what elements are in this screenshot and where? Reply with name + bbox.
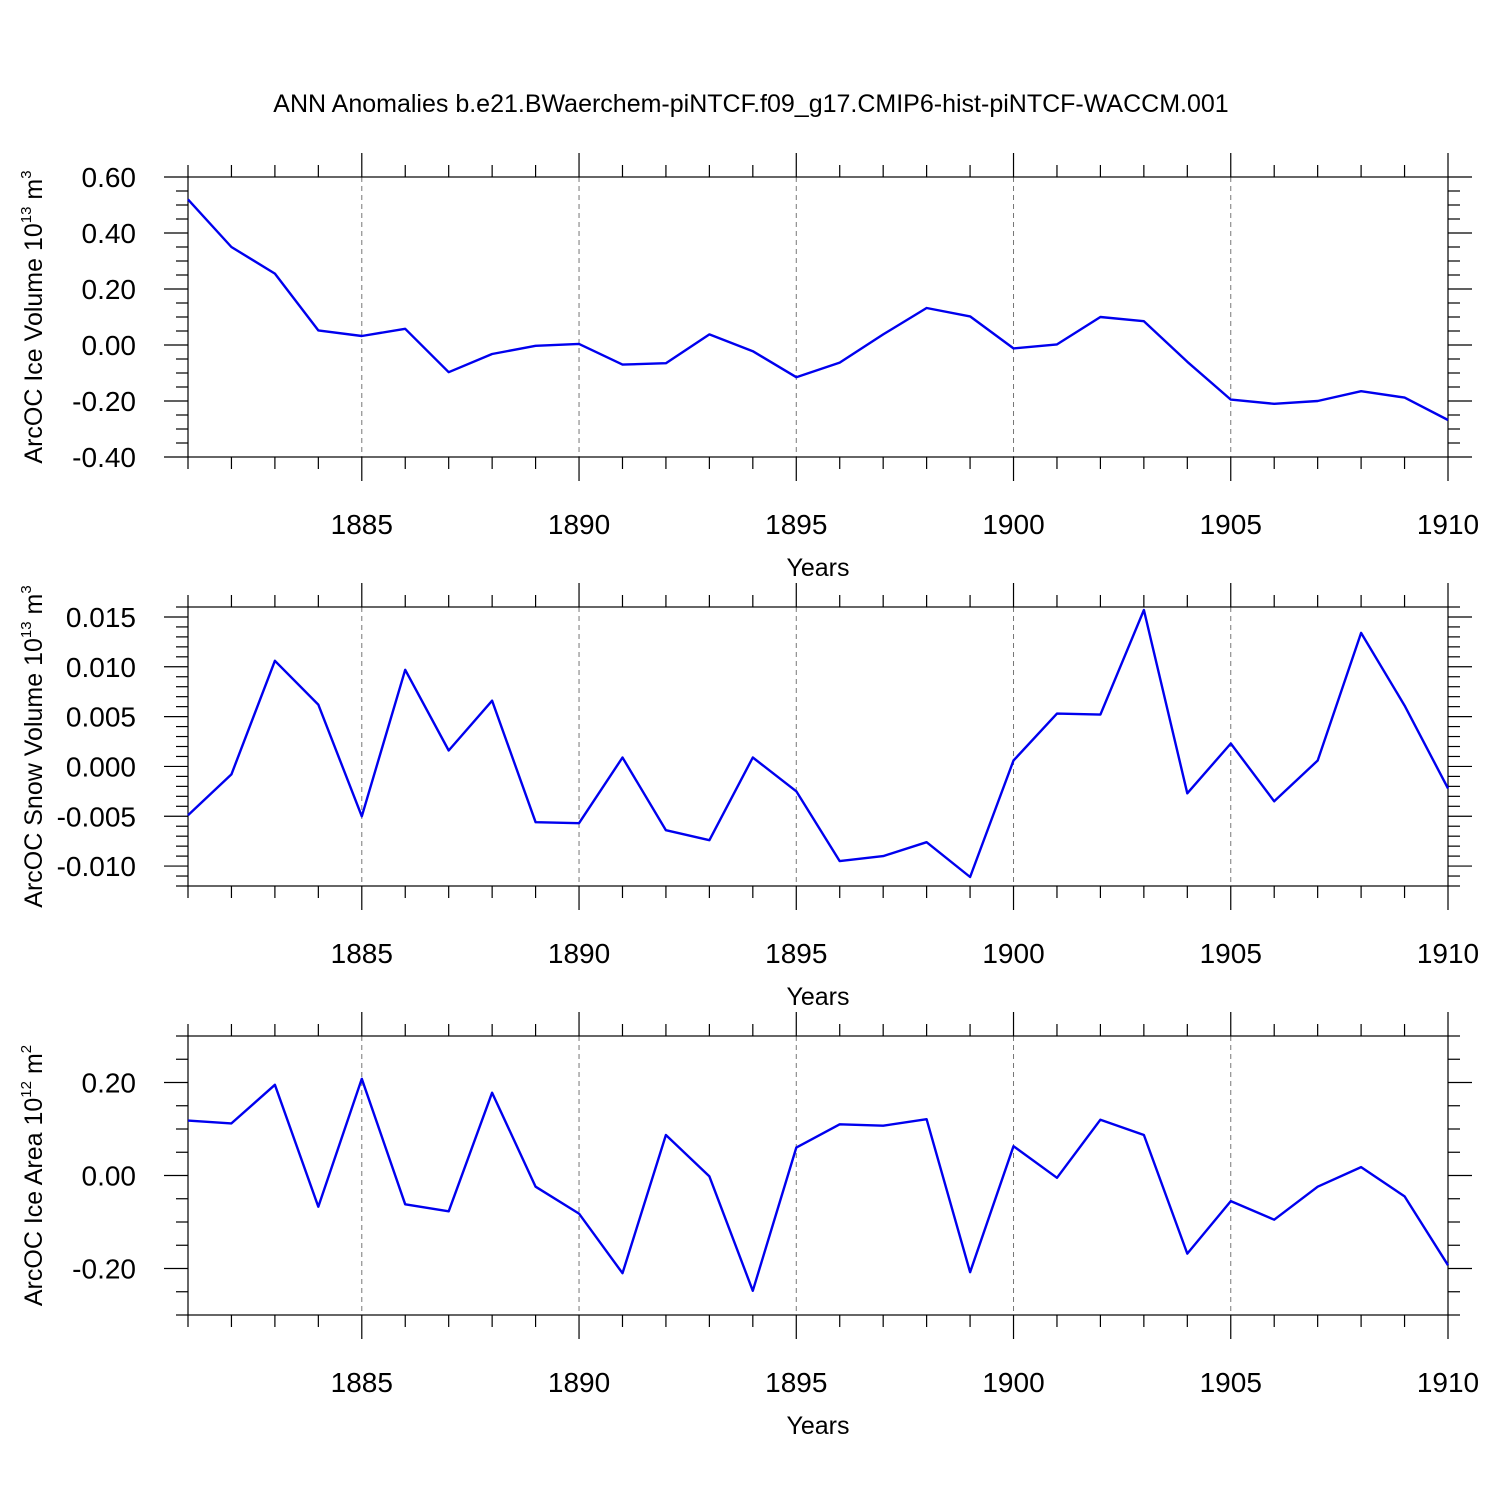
x-tick-label: 1885 (331, 509, 393, 540)
x-tick-label: 1900 (982, 509, 1044, 540)
x-axis-title: Years (786, 1412, 849, 1440)
y-axis-title: ArcOC Snow Volume 1013 m3 (18, 585, 48, 907)
y-tick-label: 0.20 (82, 1068, 137, 1099)
x-tick-label: 1910 (1417, 938, 1479, 969)
y-axis-title-unit-exponent: 2 (18, 1045, 35, 1053)
y-axis-title-text: ArcOC Ice Area 10 (20, 1098, 48, 1306)
x-tick-label: 1895 (765, 1367, 827, 1398)
y-axis-title: ArcOC Ice Area 1012 m2 (18, 1045, 48, 1306)
figure-title: ANN Anomalies b.e21.BWaerchem-piNTCF.f09… (273, 90, 1228, 118)
y-axis-title-unit: m (20, 179, 48, 207)
x-tick-label: 1905 (1200, 938, 1262, 969)
y-tick-label: 0.00 (82, 330, 137, 361)
y-axis-title-text: ArcOC Snow Volume 10 (20, 638, 48, 908)
y-axis-title-exponent: 13 (18, 207, 35, 224)
series-line (187, 198, 1449, 422)
x-tick-label: 1900 (982, 938, 1044, 969)
x-tick-label: 1890 (548, 1367, 610, 1398)
y-axis-title-unit: m (20, 1053, 48, 1081)
plot-frame (187, 176, 1449, 458)
x-tick-label: 1895 (765, 509, 827, 540)
y-tick-label: -0.010 (57, 851, 136, 882)
y-tick-label: 0.40 (82, 218, 137, 249)
chart-panel-1: 1885 1890 1895 1900 1905 1910 -0.40 -0.20 0.00 0.… (18, 153, 1479, 582)
y-tick-label: 0.015 (66, 602, 136, 633)
y-axis-title-unit-exponent: 3 (18, 170, 35, 178)
y-tick-label: -0.20 (72, 1254, 136, 1285)
y-tick-label: 0.60 (82, 162, 137, 193)
y-tick-label: 0.010 (66, 652, 136, 683)
x-tick-label: 1910 (1417, 1367, 1479, 1398)
plot-frame (187, 606, 1449, 887)
x-tick-label: 1885 (331, 1367, 393, 1398)
y-tick-label: 0.00 (82, 1161, 137, 1192)
x-tick-label: 1885 (331, 938, 393, 969)
y-axis-title-exponent: 12 (18, 1081, 35, 1098)
x-tick-label: 1890 (548, 938, 610, 969)
chart-panel-3: 1885 1890 1895 1900 1905 1910 -0.20 0.00 0.20 Yea… (18, 1012, 1479, 1440)
y-axis-title-exponent: 13 (18, 621, 35, 638)
x-tick-label: 1910 (1417, 509, 1479, 540)
panels: 1885 1890 1895 1900 1905 1910 -0.40 -0.20 0.00 0.… (18, 153, 1479, 1440)
x-tick-label: 1890 (548, 509, 610, 540)
series-line (187, 1077, 1450, 1293)
x-axis-title: Years (786, 983, 849, 1011)
y-axis-title-unit-exponent: 3 (18, 585, 35, 593)
x-tick-label: 1895 (765, 938, 827, 969)
chart-panel-2: 1885 1890 1895 1900 1905 1910 -0.010 -0.005 0.00… (18, 583, 1479, 1011)
x-axis-title: Years (786, 554, 849, 582)
x-tick-label: 1900 (982, 1367, 1044, 1398)
y-tick-label: 0.005 (66, 702, 136, 733)
series-line (187, 608, 1450, 879)
plot-frame (187, 1035, 1449, 1316)
x-tick-label: 1905 (1200, 509, 1262, 540)
y-tick-label: -0.40 (72, 442, 136, 473)
y-tick-label: -0.005 (57, 801, 136, 832)
x-tick-label: 1905 (1200, 1367, 1262, 1398)
y-tick-label: 0.000 (66, 751, 136, 782)
y-axis-title: ArcOC Ice Volume 1013 m3 (18, 170, 48, 463)
y-axis-title-unit: m (20, 594, 48, 622)
y-axis-title-text: ArcOC Ice Volume 10 (20, 223, 48, 463)
y-tick-label: 0.20 (82, 274, 137, 305)
y-tick-label: -0.20 (72, 386, 136, 417)
